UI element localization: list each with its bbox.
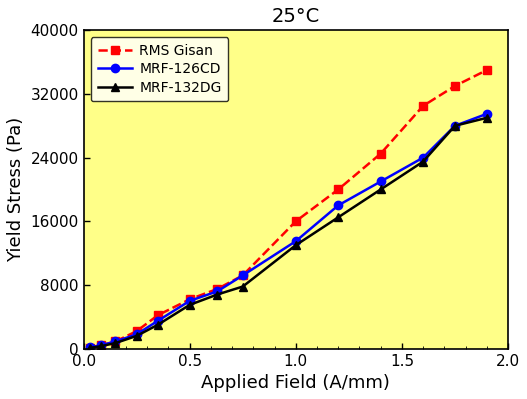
Legend: RMS Gisan, MRF-126CD, MRF-132DG: RMS Gisan, MRF-126CD, MRF-132DG [91, 37, 229, 101]
MRF-132DG [187, 302, 193, 307]
Line: RMS Gisan: RMS Gisan [86, 66, 491, 352]
MRF-126CD [240, 273, 246, 278]
MRF-132DG [240, 284, 246, 289]
MRF-126CD [155, 318, 161, 323]
RMS Gisan [133, 329, 140, 334]
Title: 25°C: 25°C [272, 7, 320, 26]
Line: MRF-132DG: MRF-132DG [86, 114, 491, 352]
MRF-126CD [377, 179, 384, 184]
RMS Gisan [240, 273, 246, 278]
MRF-126CD [420, 155, 426, 160]
MRF-132DG [484, 115, 490, 120]
MRF-126CD [214, 289, 220, 294]
MRF-132DG [112, 341, 119, 346]
RMS Gisan [187, 297, 193, 302]
MRF-132DG [87, 346, 93, 350]
MRF-132DG [214, 292, 220, 297]
RMS Gisan [484, 68, 490, 73]
RMS Gisan [112, 339, 119, 344]
MRF-132DG [97, 344, 104, 349]
MRF-126CD [87, 345, 93, 350]
MRF-126CD [484, 111, 490, 116]
RMS Gisan [292, 219, 299, 224]
RMS Gisan [335, 187, 341, 192]
RMS Gisan [377, 151, 384, 156]
MRF-132DG [420, 159, 426, 164]
MRF-126CD [112, 339, 119, 344]
MRF-126CD [133, 332, 140, 337]
MRF-132DG [292, 243, 299, 247]
RMS Gisan [420, 103, 426, 108]
MRF-132DG [452, 123, 458, 128]
RMS Gisan [214, 286, 220, 291]
RMS Gisan [155, 313, 161, 318]
RMS Gisan [97, 343, 104, 348]
MRF-126CD [292, 239, 299, 243]
MRF-132DG [155, 322, 161, 327]
X-axis label: Applied Field (A/mm): Applied Field (A/mm) [201, 374, 390, 392]
RMS Gisan [87, 346, 93, 350]
Line: MRF-126CD: MRF-126CD [86, 110, 491, 352]
MRF-132DG [377, 187, 384, 192]
MRF-126CD [187, 298, 193, 303]
MRF-132DG [133, 334, 140, 338]
RMS Gisan [452, 84, 458, 89]
MRF-126CD [97, 343, 104, 348]
Y-axis label: Yield Stress (Pa): Yield Stress (Pa) [7, 117, 25, 262]
MRF-126CD [335, 203, 341, 208]
MRF-126CD [452, 123, 458, 128]
MRF-132DG [335, 215, 341, 220]
